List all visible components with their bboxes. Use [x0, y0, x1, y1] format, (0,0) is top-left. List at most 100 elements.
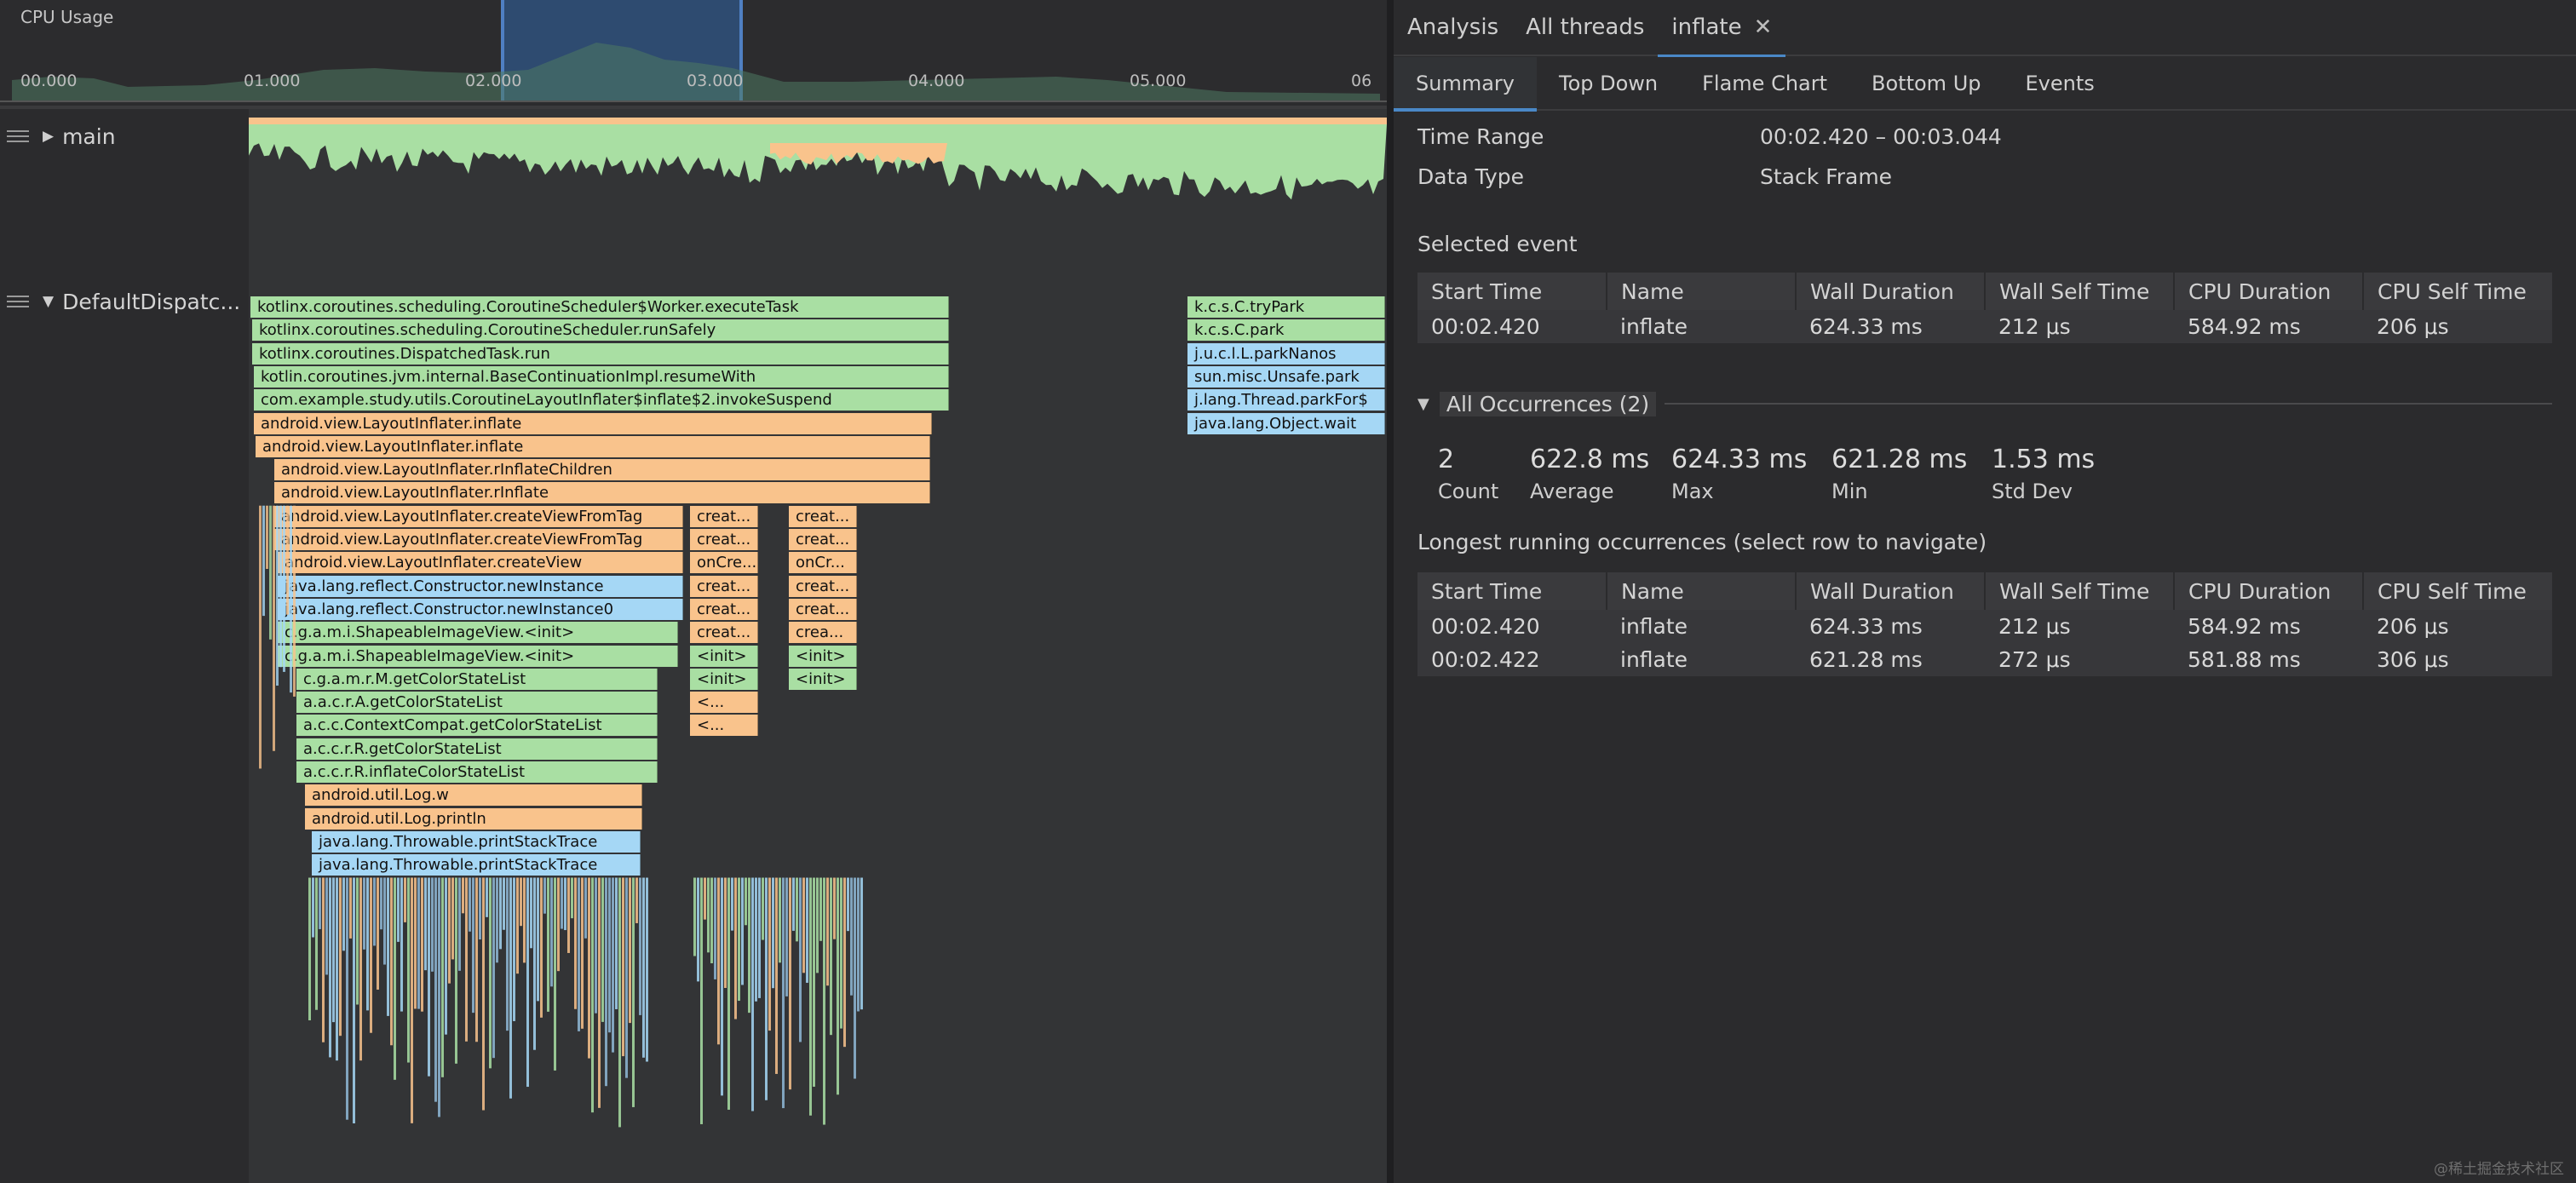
- table-row[interactable]: 00:02.420 inflate 624.33 ms 212 μs 584.9…: [1417, 610, 2552, 643]
- close-icon[interactable]: ✕: [1753, 14, 1773, 40]
- cell: 206 μs: [2363, 610, 2552, 643]
- cell: 584.92 ms: [2174, 310, 2363, 343]
- flame-frame[interactable]: android.view.LayoutInflater.createViewFr…: [274, 505, 683, 527]
- flame-frame[interactable]: a.c.c.ContextCompat.getColorStateList: [296, 715, 658, 737]
- flame-frame[interactable]: java.lang.Throwable.printStackTrace: [312, 830, 641, 853]
- flame-frame[interactable]: crea...: [789, 622, 857, 644]
- flame-frame[interactable]: kotlin.coroutines.jvm.internal.BaseConti…: [254, 365, 949, 388]
- tab-top-down[interactable]: Top Down: [1537, 57, 1680, 110]
- flame-frame[interactable]: j.lang.Thread.parkFor$: [1187, 389, 1385, 411]
- flame-frame[interactable]: kotlinx.coroutines.scheduling.CoroutineS…: [252, 319, 949, 342]
- col-wall-self-time[interactable]: Wall Self Time: [1985, 572, 2175, 610]
- drag-handle-icon[interactable]: [7, 130, 29, 142]
- tab-summary[interactable]: Summary: [1394, 57, 1537, 112]
- tab-events[interactable]: Events: [2004, 57, 2117, 110]
- col-name[interactable]: Name: [1607, 273, 1797, 310]
- flame-frame[interactable]: c.g.a.m.i.ShapeableImageView.<init>: [278, 645, 678, 667]
- flame-frame[interactable]: android.view.LayoutInflater.rInflateChil…: [274, 459, 930, 481]
- table-row[interactable]: 00:02.420 inflate 624.33 ms 212 μs 584.9…: [1417, 310, 2552, 343]
- thread-main[interactable]: ▶ main: [0, 118, 247, 155]
- flame-frame[interactable]: java.lang.Throwable.printStackTrace: [312, 854, 641, 876]
- main-thread-activity[interactable]: [249, 118, 1387, 227]
- flame-frame[interactable]: creat...: [690, 575, 758, 597]
- flame-frame[interactable]: creat...: [690, 505, 758, 527]
- col-cpu-duration[interactable]: CPU Duration: [2174, 572, 2364, 610]
- thread-name: main: [62, 123, 116, 149]
- tab-all-threads[interactable]: All threads: [1512, 0, 1658, 55]
- flame-frame[interactable]: java.lang.Object.wait: [1187, 412, 1385, 434]
- flame-frame[interactable]: <init>: [690, 668, 758, 690]
- flame-frame[interactable]: android.view.LayoutInflater.inflate: [254, 412, 932, 434]
- flame-frame[interactable]: creat...: [789, 529, 857, 550]
- flame-frame[interactable]: c.g.a.m.r.M.getColorStateList: [296, 668, 658, 690]
- flame-frame[interactable]: <...: [690, 692, 758, 714]
- divider: [1665, 403, 2552, 405]
- drag-handle-icon[interactable]: [7, 296, 29, 307]
- profiler-timeline-pane: CPU Usage 00.000 01.000 02.000 03.000 04…: [0, 0, 1387, 1183]
- flame-frame[interactable]: onCre...: [690, 552, 758, 574]
- thread-tracks[interactable]: kotlinx.coroutines.scheduling.CoroutineS…: [249, 109, 1387, 1183]
- pane-splitter[interactable]: [1387, 0, 1394, 1183]
- tab-flame-chart[interactable]: Flame Chart: [1680, 57, 1849, 110]
- flame-frame[interactable]: creat...: [789, 505, 857, 527]
- cpu-usage-chart[interactable]: CPU Usage 00.000 01.000 02.000 03.000 04…: [0, 0, 1387, 104]
- col-start-time[interactable]: Start Time: [1417, 572, 1607, 610]
- flame-frame[interactable]: c.g.a.m.i.ShapeableImageView.<init>: [278, 622, 678, 644]
- flame-frame[interactable]: k.c.s.C.tryPark: [1187, 296, 1385, 318]
- flame-frame[interactable]: android.view.LayoutInflater.createViewFr…: [274, 529, 683, 550]
- flame-frame[interactable]: <init>: [789, 645, 857, 667]
- flame-frame[interactable]: creat...: [789, 575, 857, 597]
- chevron-right-icon[interactable]: ▶: [43, 128, 55, 145]
- tab-bottom-up[interactable]: Bottom Up: [1849, 57, 2003, 110]
- tab-inflate[interactable]: inflate ✕: [1658, 0, 1786, 57]
- divider: [0, 106, 1387, 109]
- col-wall-duration[interactable]: Wall Duration: [1796, 572, 1986, 610]
- table-row[interactable]: 00:02.422 inflate 621.28 ms 272 μs 581.8…: [1417, 643, 2552, 676]
- flame-chart[interactable]: kotlinx.coroutines.scheduling.CoroutineS…: [249, 296, 1387, 1183]
- chevron-down-icon[interactable]: ▼: [1417, 394, 1429, 413]
- flame-frame[interactable]: java.lang.reflect.Constructor.newInstanc…: [278, 598, 683, 620]
- col-wall-self-time[interactable]: Wall Self Time: [1985, 273, 2175, 310]
- flame-frame[interactable]: a.c.c.r.R.inflateColorStateList: [296, 761, 658, 783]
- flame-frame[interactable]: android.util.Log.println: [305, 807, 642, 830]
- flame-frame[interactable]: creat...: [690, 622, 758, 644]
- cpu-usage-label: CPU Usage: [20, 7, 114, 27]
- col-cpu-self-time[interactable]: CPU Self Time: [2363, 572, 2552, 610]
- stat-label: Std Dev: [1992, 480, 2073, 503]
- flame-frame[interactable]: j.u.c.l.L.parkNanos: [1187, 342, 1385, 365]
- flame-frame[interactable]: creat...: [789, 598, 857, 620]
- flame-frame[interactable]: <init>: [789, 668, 857, 690]
- flame-frame[interactable]: kotlinx.coroutines.DispatchedTask.run: [252, 342, 949, 365]
- all-occurrences-header[interactable]: ▼ All Occurrences (2): [1417, 388, 2552, 419]
- flame-frame[interactable]: com.example.study.utils.CoroutineLayoutI…: [254, 389, 949, 411]
- col-start-time[interactable]: Start Time: [1417, 273, 1607, 310]
- col-cpu-self-time[interactable]: CPU Self Time: [2363, 273, 2552, 310]
- flame-frame[interactable]: onCr...: [789, 552, 857, 574]
- time-range-label: Time Range: [1417, 124, 1544, 149]
- flame-frame[interactable]: android.view.LayoutInflater.createView: [278, 552, 683, 574]
- cell: 212 μs: [1985, 610, 2174, 643]
- chevron-down-icon[interactable]: ▼: [43, 293, 55, 310]
- flame-frame[interactable]: sun.misc.Unsafe.park: [1187, 365, 1385, 388]
- flame-frame[interactable]: kotlinx.coroutines.scheduling.CoroutineS…: [250, 296, 949, 318]
- flame-frame[interactable]: android.view.LayoutInflater.inflate: [256, 435, 930, 457]
- tab-analysis[interactable]: Analysis: [1394, 0, 1512, 55]
- col-wall-duration[interactable]: Wall Duration: [1796, 273, 1986, 310]
- thread-default-dispatcher[interactable]: ▼ DefaultDispatc...: [0, 283, 247, 320]
- cell: 212 μs: [1985, 310, 2174, 343]
- flame-frame[interactable]: a.c.c.r.R.getColorStateList: [296, 738, 658, 760]
- flame-frame[interactable]: <init>: [690, 645, 758, 667]
- flame-frame[interactable]: a.a.c.r.A.getColorStateList: [296, 692, 658, 714]
- flame-frame[interactable]: creat...: [690, 529, 758, 550]
- flame-frame[interactable]: creat...: [690, 598, 758, 620]
- flame-frame[interactable]: android.view.LayoutInflater.rInflate: [274, 482, 930, 504]
- flame-frame[interactable]: android.util.Log.w: [305, 784, 642, 807]
- col-cpu-duration[interactable]: CPU Duration: [2174, 273, 2364, 310]
- stat-value: 2: [1438, 445, 1455, 474]
- col-name[interactable]: Name: [1607, 572, 1797, 610]
- stat-value: 1.53 ms: [1992, 445, 2096, 474]
- flame-frame[interactable]: k.c.s.C.park: [1187, 319, 1385, 342]
- flame-frame[interactable]: <...: [690, 715, 758, 737]
- flame-frame[interactable]: java.lang.reflect.Constructor.newInstanc…: [278, 575, 683, 597]
- tab-label: Bottom Up: [1872, 72, 1981, 95]
